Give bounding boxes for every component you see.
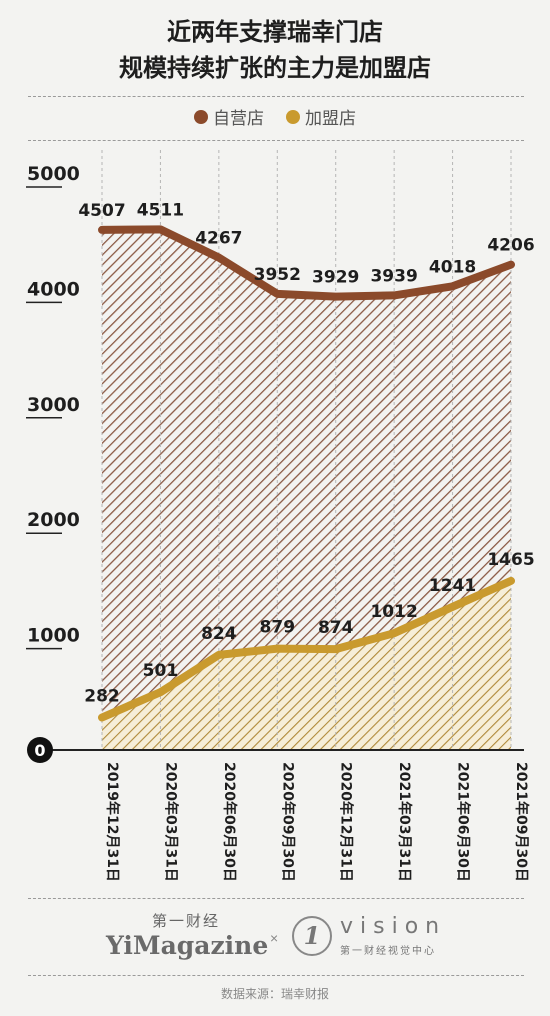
legend-item-franchise: 加盟店 (286, 104, 356, 129)
x-tick-label: 2019年12月31日 (104, 762, 121, 882)
line-franchise (98, 576, 515, 722)
legend-label-franchise: 加盟店 (305, 109, 356, 129)
data-source: 数据来源：瑞幸财报 (220, 987, 329, 1001)
divider-source (28, 975, 524, 976)
times-symbol: × (270, 930, 279, 946)
y-tick-label: 3000 (27, 394, 80, 416)
data-label-self-operated: 3929 (312, 268, 359, 288)
legend-dot-self-operated (194, 109, 208, 124)
x-tick-label: 2020年06月30日 (221, 762, 238, 882)
data-label-franchise: 824 (201, 624, 237, 644)
y-tick-zero: 0 (34, 741, 45, 760)
brand-en: YiMagazine (106, 931, 269, 960)
y-tick-label: 4000 (27, 278, 80, 300)
x-tick-label: 2020年03月31日 (162, 762, 179, 882)
vision-subtitle: 第一财经视觉中心 (340, 946, 436, 957)
data-label-self-operated: 4267 (195, 229, 242, 249)
data-label-self-operated: 4511 (137, 200, 184, 220)
data-label-self-operated: 4206 (487, 236, 534, 256)
divider-legend (28, 140, 524, 141)
area-franchise (102, 580, 511, 750)
line-self-operated (98, 225, 515, 301)
x-tick-label: 2020年09月30日 (279, 762, 296, 882)
y-tick-label: 2000 (27, 509, 80, 531)
title-line-1: 近两年支撑瑞幸门店 (167, 18, 383, 46)
data-label-franchise: 1465 (487, 550, 534, 570)
y-tick-label: 5000 (27, 163, 80, 185)
divider-top (28, 96, 524, 97)
x-tick-label: 2021年03月31日 (396, 762, 413, 882)
data-label-franchise: 874 (318, 618, 354, 638)
legend-label-self-operated: 自营店 (213, 109, 264, 129)
data-label-self-operated: 3939 (370, 266, 417, 286)
data-label-self-operated: 4507 (78, 201, 125, 221)
area-chart: 1000 2000 3000 4000 5000 0 4507 4511 4267 3952 39… (26, 150, 535, 882)
legend: 自营店 加盟店 (0, 104, 550, 129)
data-label-self-operated: 3952 (254, 265, 301, 285)
title-line-2: 规模持续扩张的主力是加盟店 (119, 54, 431, 82)
legend-item-self-operated: 自营店 (194, 104, 264, 129)
x-tick-label: 2021年09月30日 (513, 762, 530, 882)
x-tick-label: 2020年12月31日 (338, 762, 355, 882)
divider-footer (28, 898, 524, 899)
area-self-operated (102, 229, 511, 750)
data-label-franchise: 1241 (429, 576, 476, 596)
y-tick-label: 1000 (27, 625, 80, 647)
data-label-self-operated: 4018 (429, 257, 476, 277)
vision-logo: 1 vision 第一财经视觉中心 (292, 914, 472, 964)
data-label-franchise: 282 (84, 686, 120, 706)
brand-cn: 第一财经 (151, 912, 220, 930)
vision-logo-mark: 1 (292, 916, 332, 956)
chart-title: 近两年支撑瑞幸门店 规模持续扩张的主力是加盟店 (0, 14, 550, 86)
vision-word: vision (340, 914, 447, 939)
legend-dot-franchise (286, 109, 300, 124)
yimagazine-logo: 第一财经 YiMagazine (106, 910, 269, 960)
zero-badge (27, 737, 53, 763)
data-label-franchise: 1012 (370, 602, 417, 622)
data-label-franchise: 879 (260, 618, 296, 638)
data-label-franchise: 501 (143, 661, 179, 681)
x-tick-label: 2021年06月30日 (455, 762, 472, 882)
